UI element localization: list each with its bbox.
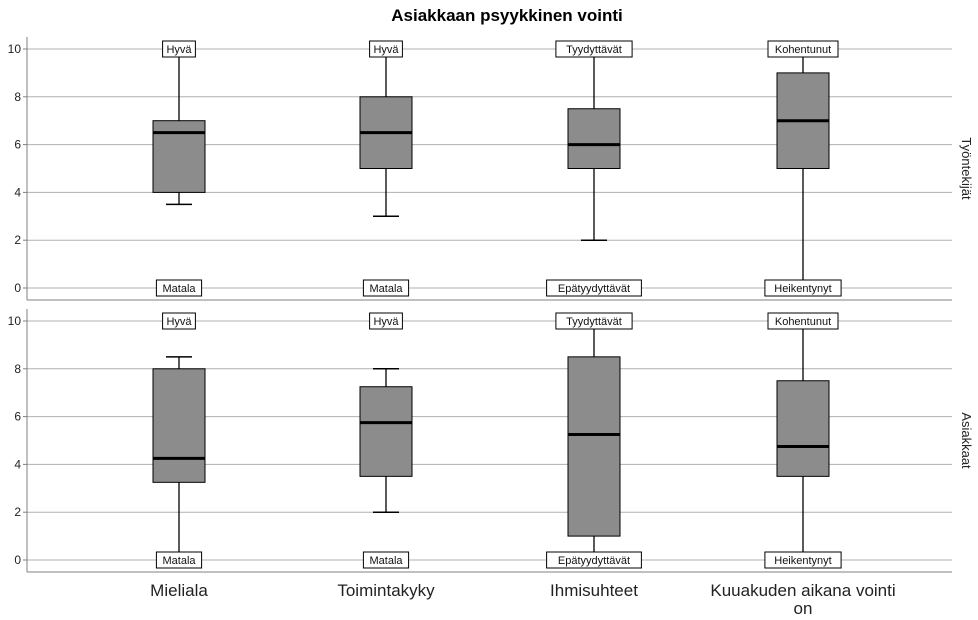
panel-1: 0 2 4 6 8 10 Työntekijät Hyvä Matala Hyvä Matala Ty…: [8, 37, 974, 301]
annotation-label-top: Hyvä: [373, 44, 399, 56]
iqr-box: [776, 380, 830, 477]
annotation-label-bottom: Matala: [369, 283, 403, 295]
annotation-box-bottom: [155, 551, 203, 569]
annotation-label-top: Tyydyttävät: [566, 44, 622, 56]
box-1: Hyvä Matala: [152, 40, 206, 297]
y-tick-label: 10: [8, 42, 22, 56]
y-tick-label: 8: [14, 362, 21, 376]
box-4: Kohentunut Heikentynyt: [764, 312, 842, 569]
annotation-box-bottom: [546, 551, 642, 569]
box-3: Tyydyttävät Epätyydyttävät: [546, 312, 642, 569]
y-tick-label: 0: [14, 553, 21, 567]
annotation-label-top: Hyvä: [373, 316, 399, 328]
annotation-label-bottom: Epätyydyttävät: [558, 555, 630, 567]
iqr-box: [567, 356, 621, 537]
box-3: Tyydyttävät Epätyydyttävät: [546, 40, 642, 297]
facet-label: Työntekijät: [959, 137, 974, 200]
annotation-box-bottom: [155, 279, 203, 297]
plot-area: 0 2 4 6 8 10 Työntekijät Hyvä Matala Hyvä Matala Ty…: [8, 37, 974, 618]
iqr-box: [567, 108, 621, 169]
x-category-label: Ihmisuhteet: [550, 581, 638, 600]
annotation-box-bottom: [362, 551, 410, 569]
annotation-label-top: Hyvä: [166, 44, 192, 56]
chart-title: Asiakkaan psyykkinen vointi: [391, 6, 623, 25]
annotation-box-top: [555, 312, 633, 330]
box-2: Hyvä Matala: [359, 312, 413, 569]
annotation-box-top: [767, 312, 839, 330]
annotation-label-top: Kohentunut: [775, 44, 831, 56]
annotation-box-top: [162, 312, 196, 330]
annotation-box-top: [369, 40, 403, 58]
annotation-label-bottom: Heikentynyt: [774, 555, 831, 567]
iqr-box: [359, 386, 413, 477]
annotation-label-bottom: Heikentynyt: [774, 283, 831, 295]
y-tick-label: 2: [14, 233, 21, 247]
annotation-label-bottom: Matala: [162, 555, 196, 567]
annotation-box-top: [162, 40, 196, 58]
x-category-label: Toimintakyky: [337, 581, 435, 600]
box-1: Hyvä Matala: [152, 312, 206, 569]
annotation-label-bottom: Matala: [162, 283, 196, 295]
annotation-label-bottom: Epätyydyttävät: [558, 283, 630, 295]
annotation-label-bottom: Matala: [369, 555, 403, 567]
box-2: Hyvä Matala: [359, 40, 413, 297]
iqr-box: [152, 368, 206, 483]
annotation-box-top: [555, 40, 633, 58]
annotation-box-bottom: [546, 279, 642, 297]
y-tick-label: 8: [14, 90, 21, 104]
y-tick-label: 10: [8, 314, 22, 328]
y-tick-label: 0: [14, 281, 21, 295]
y-tick-label: 4: [14, 185, 21, 199]
y-tick-label: 6: [14, 410, 21, 424]
annotation-box-bottom: [764, 279, 842, 297]
facet-label: Asiakkaat: [959, 412, 974, 469]
y-tick-label: 2: [14, 505, 21, 519]
annotation-label-top: Tyydyttävät: [566, 316, 622, 328]
panel-2: 0 2 4 6 8 10 Asiakkaat Hyvä Matala Hyvä Matala Tyyd…: [8, 309, 974, 573]
annotation-box-bottom: [362, 279, 410, 297]
x-category-label: Kuuakuden aikana vointi on: [710, 581, 895, 618]
box-4: Kohentunut Heikentynyt: [764, 40, 842, 297]
annotation-box-top: [767, 40, 839, 58]
y-tick-label: 4: [14, 457, 21, 471]
y-tick-label: 6: [14, 138, 21, 152]
annotation-box-bottom: [764, 551, 842, 569]
annotation-label-top: Hyvä: [166, 316, 192, 328]
x-category-label: Mieliala: [150, 581, 208, 600]
annotation-box-top: [369, 312, 403, 330]
annotation-label-top: Kohentunut: [775, 316, 831, 328]
